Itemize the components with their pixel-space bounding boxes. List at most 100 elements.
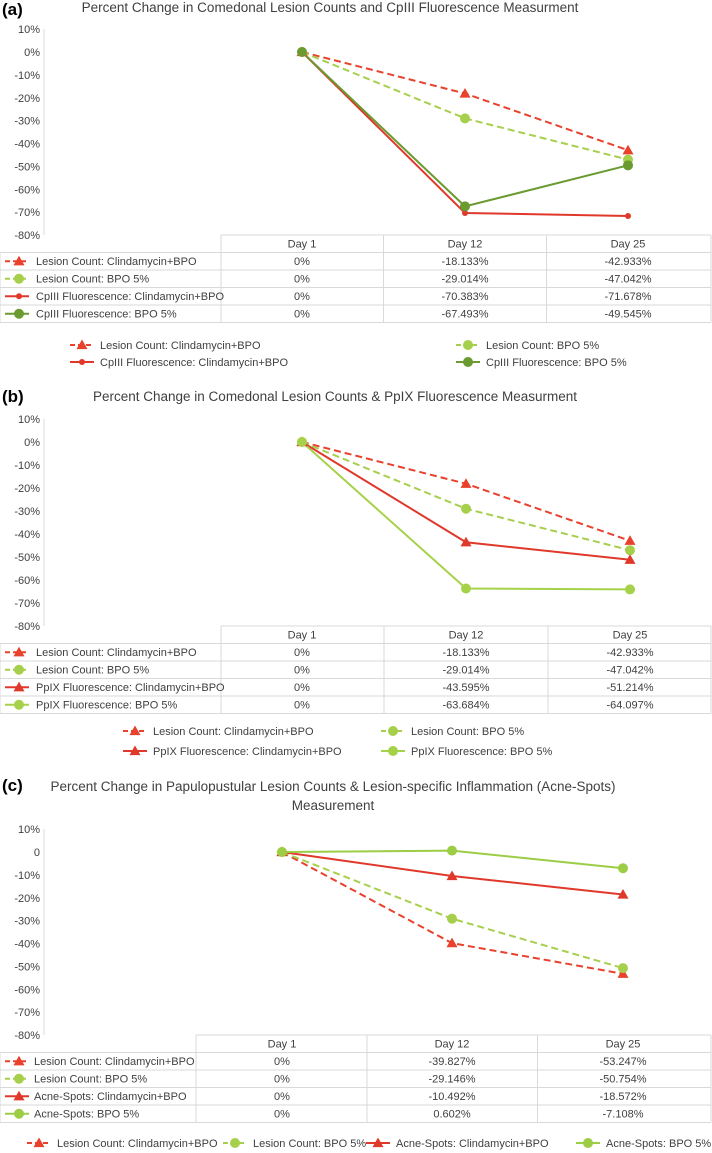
panel-c-series-line	[281, 851, 624, 975]
panel-a-data-point	[460, 113, 470, 124]
panel-b-table-cell: -63.684%	[442, 700, 489, 712]
panel-b-legend-entry: Lesion Count: Clindamycin+BPO	[153, 726, 314, 738]
panel-c-data-point	[446, 937, 458, 948]
panel-c-row-key-marker	[14, 1073, 24, 1084]
panel-a-table-header-cell: Day 1	[288, 239, 317, 251]
panel-c-table-cell: 0.602%	[433, 1109, 471, 1121]
panel-a-legend-key-marker	[463, 340, 473, 350]
panel-a-data-point	[462, 210, 468, 217]
panel-a-table-cell: -47.042%	[604, 274, 651, 286]
panel-c-chart-title: Measurement	[292, 798, 375, 813]
panel-b-y-tick-label: -60%	[14, 575, 40, 587]
panel-b-legend-key-marker	[388, 746, 398, 756]
panel-a-series-line	[301, 51, 629, 208]
panel-a-data-point	[460, 201, 470, 212]
panel-b-row-label: PpIX Fluorescence: BPO 5%	[36, 700, 177, 712]
panel-c-table-cell: -39.827%	[428, 1056, 475, 1068]
panel-b-data-point	[460, 478, 472, 488]
panel-b-table-cell: -51.214%	[606, 682, 653, 694]
panel-b-chart-title: Percent Change in Comedonal Lesion Count…	[93, 389, 577, 404]
panel-b-data-point	[461, 583, 471, 594]
panel-a-legend-entry: Lesion Count: Clindamycin+BPO	[100, 340, 261, 352]
panel-a-y-tick-label: -70%	[14, 207, 40, 219]
panel-a-y-tick-label: -30%	[14, 116, 40, 128]
panel-b-table-cell: -64.097%	[606, 700, 653, 712]
panel-c-y-tick-label: -10%	[14, 870, 40, 882]
panel-b-series-line	[301, 441, 631, 552]
panel-c-y-tick-label: -30%	[14, 916, 40, 928]
panel-a-legend-entry: Lesion Count: BPO 5%	[486, 340, 599, 352]
panel-b-row-label: PpIX Fluorescence: Clindamycin+BPO	[36, 682, 225, 694]
panel-a-y-tick-label: -50%	[14, 161, 40, 173]
panel-b-table-cell: 0%	[294, 647, 310, 659]
panel-c-y-tick-label: -60%	[14, 984, 40, 996]
panel-a-table-cell: -49.545%	[604, 309, 651, 321]
panel-b-table-cell: 0%	[294, 682, 310, 694]
panel-c-legend-entry: Acne-Spots: Clindamycin+BPO	[396, 1138, 549, 1150]
panel-c-legend-key-marker	[372, 1137, 384, 1148]
panel-a-table-header-cell: Day 25	[611, 239, 646, 251]
panel-c-y-tick-label: -50%	[14, 961, 40, 973]
panel-c-table-cell: -29.146%	[428, 1074, 475, 1086]
panel-a-series-line	[301, 51, 629, 161]
panel-b-data-point	[624, 554, 636, 564]
panel-c-table-cell: 0%	[274, 1091, 290, 1103]
panel-a-y-tick-label: -20%	[14, 93, 40, 105]
panel-c-y-tick-label: -70%	[14, 1007, 40, 1019]
panel-label-a: (a)	[2, 0, 23, 19]
panel-c-data-point	[447, 845, 457, 856]
panel-b-legend-entry: PpIX Fluorescence: BPO 5%	[411, 746, 552, 758]
panel-a-table-cell: -18.133%	[441, 256, 488, 268]
panel-b-row-key-marker	[14, 664, 24, 675]
panel-b-table-cell: -18.133%	[442, 647, 489, 659]
panel-a-row-key-marker	[14, 273, 24, 284]
panel-a-row-label: Lesion Count: BPO 5%	[36, 274, 149, 286]
panel-c-legend-key-marker	[33, 1137, 45, 1148]
panel-c-data-point	[277, 847, 287, 857]
panel-c-data-point	[618, 863, 628, 874]
panel-b-table-header-cell: Day 12	[449, 630, 484, 642]
panel-a-legend-key-marker	[463, 357, 473, 367]
panel-c-legend-entry: Acne-Spots: BPO 5%	[606, 1138, 711, 1150]
panel-a-row-label: CpIII Fluorescence: Clindamycin+BPO	[36, 291, 224, 303]
panel-b-legend-key-marker	[388, 726, 398, 736]
panel-b-row-label: Lesion Count: BPO 5%	[36, 665, 149, 677]
panel-c-table-header-cell: Day 25	[606, 1039, 641, 1051]
panel-c-table-cell: 0%	[274, 1074, 290, 1086]
panel-a-row-key-marker	[14, 308, 24, 319]
panel-c-table-cell: 0%	[274, 1056, 290, 1068]
panel-c-row-key-marker	[14, 1108, 24, 1119]
panel-b-data-point	[461, 503, 471, 514]
panel-b-series-line	[301, 441, 631, 591]
panel-c-table-cell: -10.492%	[428, 1091, 475, 1103]
panel-label-b: (b)	[2, 387, 24, 406]
panel-a-table-cell: 0%	[294, 274, 310, 286]
panel-b-series-line	[301, 441, 631, 542]
panel-b-legend-key-marker	[129, 745, 141, 756]
panel-c-y-tick-label: -20%	[14, 893, 40, 905]
panel-b-table-header-cell: Day 1	[288, 630, 317, 642]
panel-b-legend-entry: Lesion Count: BPO 5%	[411, 726, 524, 738]
panel-c-row-label: Lesion Count: BPO 5%	[34, 1074, 147, 1086]
panel-a-data-point	[623, 160, 633, 171]
panel-c-data-point	[617, 968, 629, 978]
panel-b-table-cell: -42.933%	[606, 647, 653, 659]
panel-c-data-point	[447, 913, 457, 924]
panel-a-row-key-marker	[16, 293, 22, 300]
panel-c-table-cell: -53.247%	[599, 1056, 646, 1068]
panel-b-data-point	[625, 584, 635, 595]
panel-a-data-point	[297, 47, 307, 57]
panel-b-table-cell: 0%	[294, 665, 310, 677]
panel-b-y-tick-label: 0%	[24, 437, 40, 449]
panel-a-table-cell: -70.383%	[441, 291, 488, 303]
panel-b-data-point	[624, 535, 636, 545]
panel-b-y-tick-label: -10%	[14, 460, 40, 472]
panel-c-legend-entry: Lesion Count: BPO 5%	[253, 1138, 366, 1150]
panel-c-y-tick-label: 0	[34, 847, 40, 859]
panel-b-data-point	[297, 437, 307, 447]
panel-a-table-cell: -29.014%	[441, 274, 488, 286]
panel-b-data-point	[460, 536, 472, 547]
panel-a-table-cell: -67.493%	[441, 309, 488, 321]
panel-b-row-key-marker	[13, 681, 25, 692]
